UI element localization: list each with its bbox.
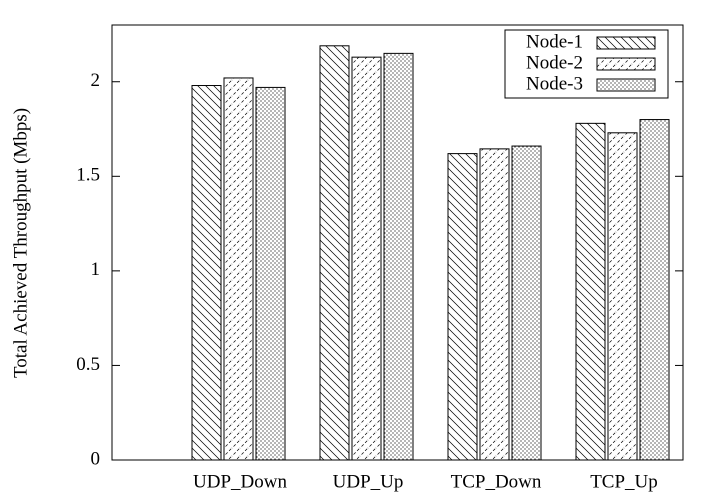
legend-box (504, 29, 669, 99)
y-tick-label: 2 (91, 70, 101, 91)
x-tick-label: TCP_Down (451, 471, 542, 492)
y-tick-label: 1.5 (76, 165, 100, 186)
x-tick-label: UDP_Down (193, 471, 287, 492)
bar-pattern (383, 52, 414, 461)
y-axis-label: Total Achieved Throughput (Mbps) (10, 108, 31, 378)
bar-pattern (479, 148, 510, 461)
bar-pattern (575, 122, 606, 461)
legend-label: Node-1 (526, 31, 583, 52)
bar-pattern (351, 56, 382, 461)
x-tick-label: UDP_Up (333, 471, 404, 492)
bar-pattern (191, 85, 222, 461)
legend-swatch (596, 78, 656, 92)
legend-swatch (596, 57, 656, 71)
legend-label: Node-3 (526, 73, 583, 94)
x-tick-label: TCP_Up (590, 471, 658, 492)
bar-pattern (223, 77, 254, 461)
bar-pattern (607, 132, 638, 461)
bar-pattern (511, 145, 542, 461)
bar-pattern (319, 45, 350, 461)
legend-label: Node-2 (526, 52, 583, 73)
bar-pattern (639, 119, 670, 461)
y-tick-label: 0 (91, 448, 101, 469)
y-tick-label: 1 (91, 259, 101, 280)
y-tick-label: 0.5 (76, 354, 100, 375)
legend-swatch (596, 36, 656, 50)
bar-pattern (447, 153, 478, 461)
bar-pattern (255, 86, 286, 461)
